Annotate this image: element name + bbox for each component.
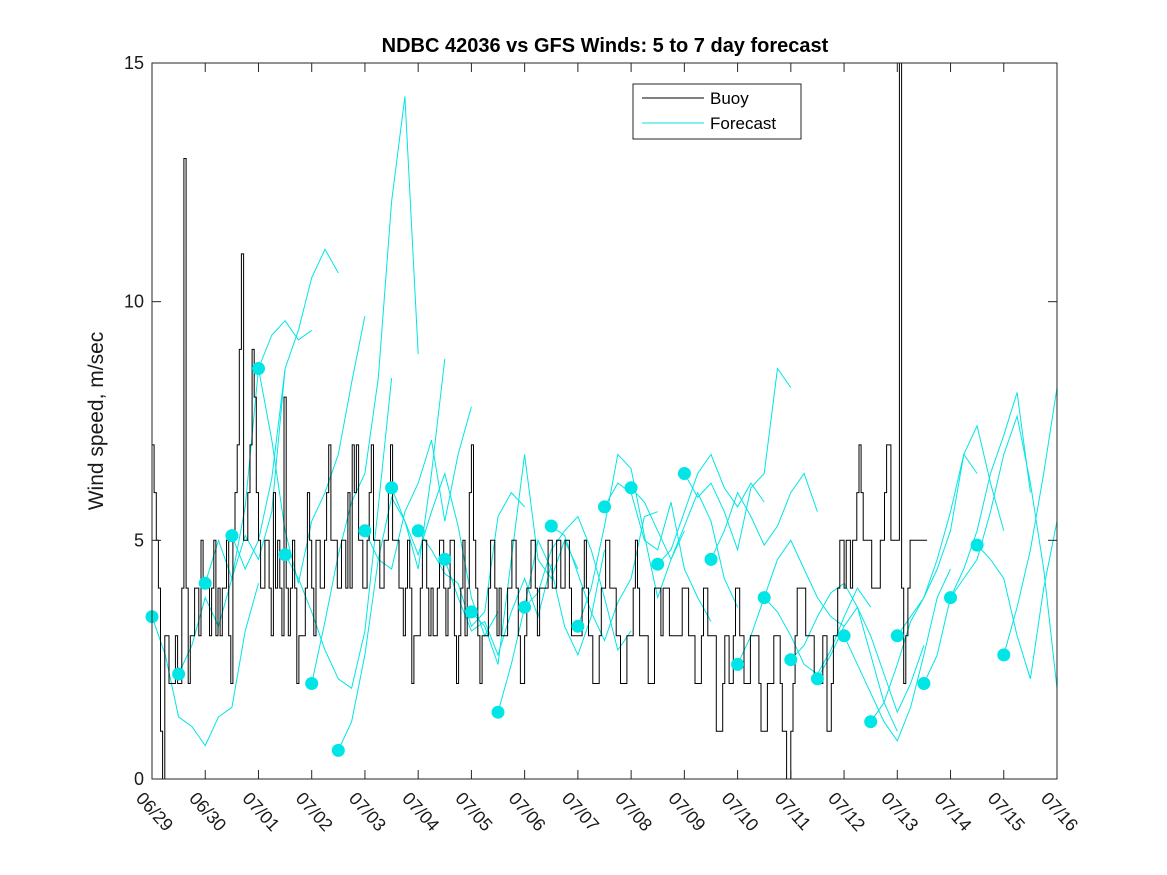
x-tick-label: 07/11 xyxy=(771,788,815,834)
forecast-line-22 xyxy=(710,472,818,560)
forecast-marker xyxy=(944,591,957,605)
x-tick-label: 07/13 xyxy=(877,788,922,835)
forecast-line-32 xyxy=(976,521,1058,679)
forecast-line-7 xyxy=(311,96,419,684)
y-tick-label: 0 xyxy=(134,769,144,789)
forecast-marker xyxy=(624,481,638,495)
x-tick-label: 07/08 xyxy=(611,788,656,835)
forecast-marker xyxy=(784,653,798,667)
forecast-marker xyxy=(731,657,745,671)
forecast-line-12 xyxy=(444,559,552,657)
forecast-line-17 xyxy=(577,453,685,627)
forecast-line-13 xyxy=(471,454,579,665)
forecast-line-8 xyxy=(337,358,446,751)
forecast-marker xyxy=(225,529,239,543)
x-tick-label: 06/29 xyxy=(132,788,177,835)
x-tick-label: 07/03 xyxy=(345,788,390,835)
y-axis-label: Wind speed, m/sec xyxy=(85,332,108,511)
forecast-line-20 xyxy=(657,453,765,565)
forecast-line-23 xyxy=(737,539,845,665)
forecast-line-30 xyxy=(923,392,1031,684)
forecast-line-25 xyxy=(790,582,898,732)
x-axis: 06/29 06/30 07/01 07/02 07/03 07/04 07/05 07/06… xyxy=(132,63,1082,835)
forecast-marker xyxy=(464,605,478,619)
forecast-line-29 xyxy=(896,424,1005,637)
x-tick-label: 07/05 xyxy=(451,788,496,835)
x-tick-label: 07/04 xyxy=(398,788,443,835)
forecast-marker xyxy=(518,600,532,614)
forecast-line-9 xyxy=(364,406,472,570)
forecast-marker xyxy=(757,591,771,605)
forecast-marker xyxy=(358,524,372,538)
forecast-marker xyxy=(544,519,558,533)
forecast-line-26 xyxy=(816,606,925,714)
y-axis: 0 5 10 15 xyxy=(124,53,1057,789)
x-tick-label: 07/12 xyxy=(824,788,869,835)
plot-area xyxy=(145,62,1058,780)
forecast-line-15 xyxy=(524,515,632,652)
forecast-line-18 xyxy=(604,482,712,622)
forecast-marker xyxy=(970,538,984,552)
y-tick-label: 15 xyxy=(124,53,144,73)
forecast-marker xyxy=(677,467,691,480)
forecast-line-21 xyxy=(683,367,792,552)
x-tick-label: 07/07 xyxy=(558,788,603,835)
forecast-line-31 xyxy=(950,414,1058,689)
y-tick-label: 5 xyxy=(134,530,144,550)
x-tick-label: 06/30 xyxy=(185,788,230,835)
forecast-line-3 xyxy=(204,320,312,584)
forecast-marker xyxy=(438,552,452,566)
forecast-marker xyxy=(810,672,824,686)
forecast-line-27 xyxy=(843,568,951,742)
forecast-line-1 xyxy=(151,583,259,747)
forecast-marker xyxy=(172,667,186,681)
forecast-marker xyxy=(411,524,425,538)
forecast-marker xyxy=(331,743,345,757)
forecast-line-10 xyxy=(391,471,499,638)
forecast-marker xyxy=(864,715,878,729)
plot-frame xyxy=(151,62,1058,780)
x-tick-label: 07/16 xyxy=(1037,788,1082,835)
x-tick-label: 07/09 xyxy=(664,788,709,835)
forecast-marker xyxy=(385,481,399,495)
forecast-marker xyxy=(997,648,1011,662)
forecast-line-19 xyxy=(630,487,739,608)
x-tick-label: 07/14 xyxy=(931,788,976,835)
forecast-marker xyxy=(305,677,319,690)
legend: Buoy Forecast xyxy=(632,83,802,140)
forecast-line-11 xyxy=(417,491,525,628)
forecast-marker xyxy=(252,362,265,375)
x-tick-label: 07/02 xyxy=(292,788,337,835)
forecast-marker xyxy=(571,619,585,633)
forecast-marker xyxy=(704,552,718,566)
legend-box xyxy=(632,83,802,140)
legend-forecast-label: Forecast xyxy=(710,114,776,133)
x-tick-label: 07/01 xyxy=(239,788,284,835)
forecast-marker xyxy=(917,677,931,690)
forecast-marker xyxy=(837,629,851,643)
forecast-marker xyxy=(651,557,665,571)
chart-title: NDBC 42036 vs GFS Winds: 5 to 7 day fore… xyxy=(382,35,829,57)
forecast-line-33 xyxy=(1003,387,1058,656)
x-tick-label: 07/15 xyxy=(984,788,1029,835)
forecast-marker xyxy=(491,705,505,719)
forecast-line-6 xyxy=(284,377,393,690)
forecast-marker xyxy=(598,500,611,514)
x-tick-label: 07/06 xyxy=(505,788,550,835)
x-tick-label: 07/10 xyxy=(718,788,763,835)
forecast-line-5 xyxy=(258,315,366,584)
forecast-marker xyxy=(198,576,212,590)
y-tick-label: 10 xyxy=(124,292,144,312)
forecast-line-4 xyxy=(231,248,339,571)
forecast-marker xyxy=(278,548,292,562)
legend-buoy-label: Buoy xyxy=(710,89,749,108)
forecast-line-14 xyxy=(497,538,605,713)
forecast-marker xyxy=(890,629,904,643)
